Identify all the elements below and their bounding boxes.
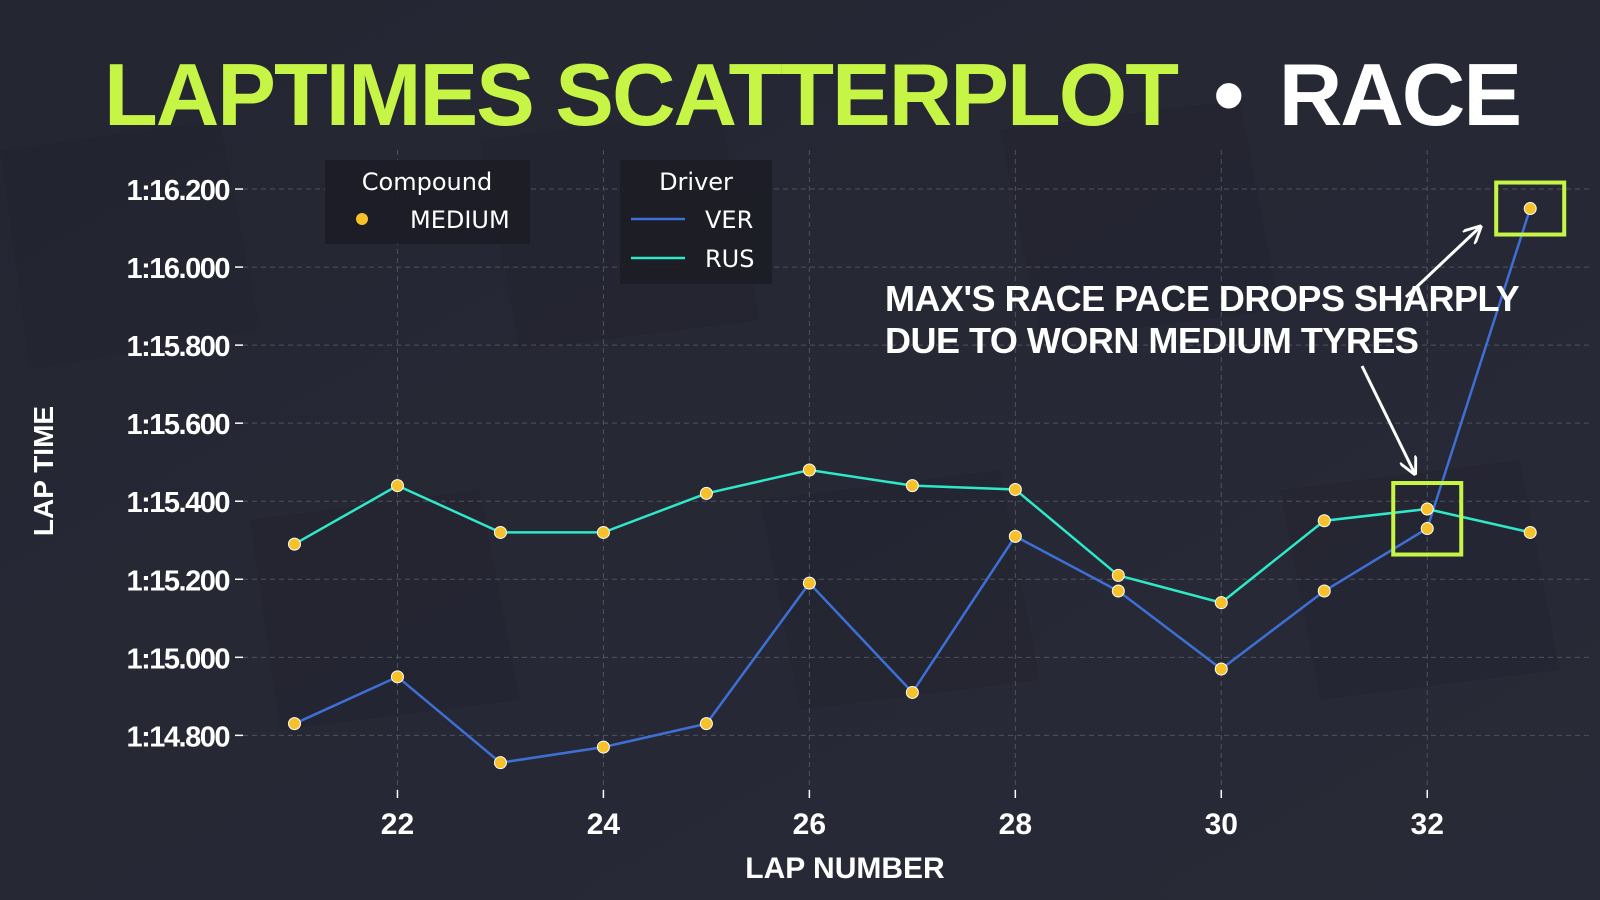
point-rus (1317, 514, 1331, 528)
legend-medium-marker (356, 213, 368, 225)
point-rus (905, 479, 919, 493)
point-rus (493, 525, 507, 539)
point-rus (596, 525, 610, 539)
point-ver (1008, 529, 1022, 543)
legend-rus-label: RUS (705, 245, 754, 273)
legend-ver-label: VER (705, 206, 753, 234)
point-rus (1420, 502, 1434, 516)
legend-medium-label: MEDIUM (410, 206, 510, 234)
y-axis-title: LAP TIME (28, 406, 59, 536)
x-axis-title: LAP NUMBER (745, 852, 945, 885)
x-tick-label: 30 (1205, 808, 1238, 841)
x-tick-label: 24 (587, 808, 621, 841)
point-ver (1111, 584, 1125, 598)
y-tick-label: 1:14.800 (127, 721, 230, 753)
point-rus (1008, 483, 1022, 497)
highlight-boxes (1391, 180, 1567, 557)
x-tick-label: 32 (1411, 808, 1444, 841)
legend-compound-title: Compound (362, 168, 492, 196)
y-tick-label: 1:15.800 (127, 331, 230, 363)
title-session: RACE (1279, 45, 1520, 144)
title-main: LAPTIMES SCATTERPLOT (104, 45, 1178, 144)
point-rus (1111, 568, 1125, 582)
legend-driver-box (620, 160, 772, 284)
point-ver (1420, 522, 1434, 536)
legend-driver: Driver VER RUS (620, 160, 772, 284)
x-tick-label: 26 (793, 808, 826, 841)
point-ver (493, 756, 507, 770)
point-rus (699, 486, 713, 500)
point-ver (1523, 202, 1537, 216)
y-tick-label: 1:16.000 (127, 253, 230, 285)
annotation-text: MAX'S RACE PACE DROPS SHARPLY DUE TO WOR… (885, 278, 1528, 361)
point-rus (1214, 596, 1228, 610)
x-tick-label: 22 (381, 808, 414, 841)
legend-compound-box (325, 160, 530, 244)
y-tick-label: 1:15.000 (127, 643, 230, 675)
y-tick-label: 1:15.600 (127, 409, 230, 441)
point-rus (287, 537, 301, 551)
point-ver (287, 717, 301, 731)
title-separator: • (1213, 45, 1242, 144)
point-ver (699, 717, 713, 731)
annotation-line-2: DUE TO WORN MEDIUM TYRES (885, 320, 1418, 361)
point-ver (596, 740, 610, 754)
legend-driver-title: Driver (659, 168, 733, 196)
point-rus (802, 463, 816, 477)
annotation-line-1: MAX'S RACE PACE DROPS SHARPLY (885, 278, 1520, 319)
point-ver (1214, 662, 1228, 676)
point-ver (390, 670, 404, 684)
point-rus (390, 479, 404, 493)
point-ver (802, 576, 816, 590)
chart-title: LAPTIMES SCATTERPLOT • RACE (104, 45, 1520, 144)
point-ver (1317, 584, 1331, 598)
y-tick-label: 1:16.200 (127, 175, 230, 207)
highlight-box (1494, 180, 1567, 237)
annotation-arrow-down (1360, 365, 1414, 472)
annotation-arrow-up (1404, 228, 1479, 299)
series-points (287, 202, 1537, 770)
y-tick-label: 1:15.400 (127, 487, 230, 519)
point-rus (1523, 525, 1537, 539)
point-ver (905, 685, 919, 699)
y-tick-label: 1:15.200 (127, 565, 230, 597)
axes-layer: 1:14.800 1:15.000 1:15.200 1:15.400 1:15.600… (127, 175, 1444, 841)
highlight-box (1391, 481, 1464, 557)
x-tick-label: 28 (999, 808, 1032, 841)
legend-compound: Compound MEDIUM (325, 160, 530, 244)
